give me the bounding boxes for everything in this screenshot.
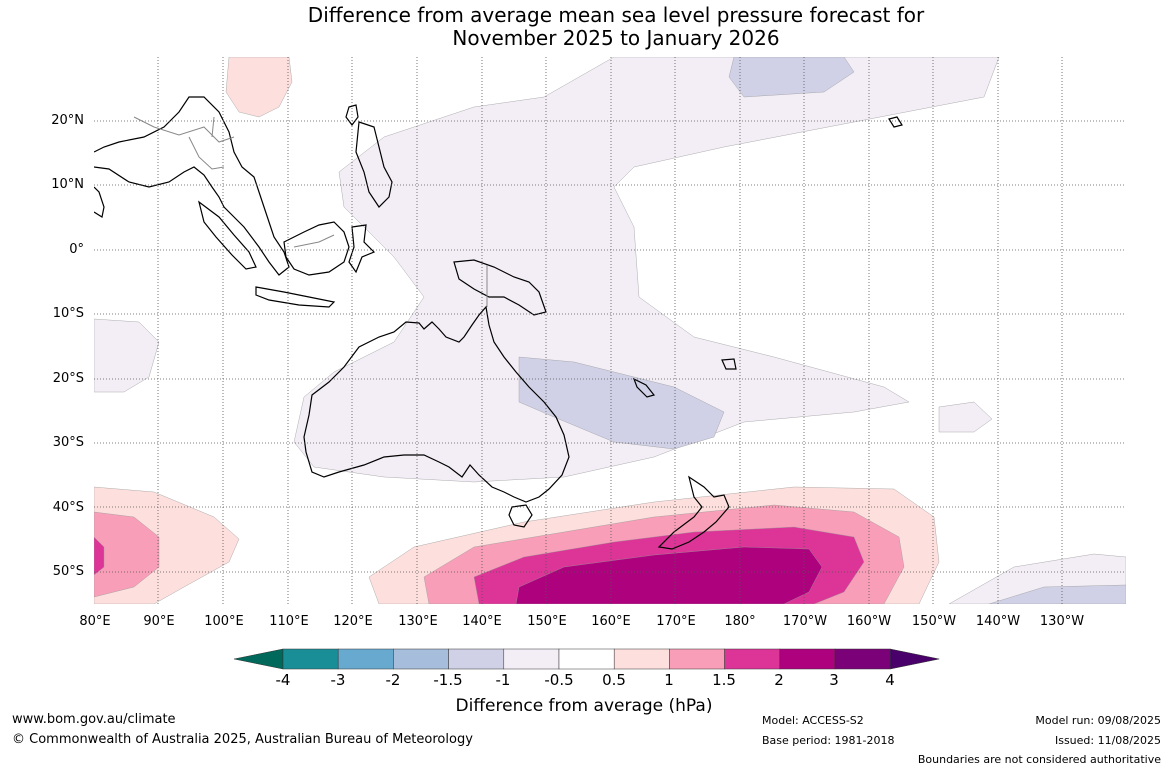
anomaly-shading: [94, 57, 1126, 604]
hawaii-landmass: [888, 116, 903, 128]
graticule-grid: [94, 57, 1126, 604]
colorbar-tick: -0.5: [544, 671, 574, 689]
java-landmass: [255, 286, 336, 308]
lon-label-90e: 90°E: [143, 614, 175, 629]
lat-label-equator: 0°: [69, 242, 84, 257]
footer-url: www.bom.gov.au/climate: [12, 712, 176, 727]
anomaly-region-weak-negative-e: [938, 401, 993, 433]
fiji-landmass: [721, 358, 737, 370]
philippines-landmass: [355, 121, 393, 208]
southeast-asia-coastline: [94, 96, 290, 276]
colorbar-tick: -1: [495, 671, 511, 689]
anomaly-region-very-strong-positive: [515, 546, 823, 604]
colorbar-arrow-low: [234, 648, 284, 670]
lat-label-50s: 50°S: [52, 564, 84, 579]
borneo-border: [293, 234, 335, 248]
lat-label-20n: 20°N: [51, 113, 84, 128]
anomaly-region-weak-negative-w: [94, 318, 160, 393]
lon-label-130e: 130°E: [398, 614, 438, 629]
lon-label-160e: 160°E: [591, 614, 631, 629]
lon-label-100e: 100°E: [204, 614, 244, 629]
lon-label-150e: 150°E: [527, 614, 567, 629]
colorbar-segment: [724, 648, 781, 670]
lat-label-10n: 10°N: [51, 177, 84, 192]
anomaly-region-weak-negative: [293, 57, 1000, 483]
borneo-landmass: [283, 221, 350, 276]
lon-label-170e: 170°E: [656, 614, 696, 629]
colorbar-tick: 3: [829, 671, 839, 689]
colorbar-tick: 4: [885, 671, 895, 689]
colorbar-segment: [834, 648, 891, 670]
colorbar-tick: 0.5: [602, 671, 626, 689]
colorbar-segment: [448, 648, 505, 670]
chart-title: Difference from average mean sea level p…: [0, 4, 1173, 50]
anomaly-region-moderate-negative-se: [988, 584, 1126, 604]
lon-label-160w: 160°W: [846, 614, 892, 629]
new-caledonia-landmass: [632, 377, 656, 398]
colorbar-segment: [613, 648, 670, 670]
lat-label-10s: 10°S: [52, 306, 84, 321]
anomaly-region-strong-positive-w: [94, 536, 105, 576]
anomaly-region-weak-positive-n: [225, 57, 293, 118]
colorbar-segment: [282, 648, 339, 670]
lon-label-80e: 80°E: [79, 614, 111, 629]
colorbar-tick: -4: [275, 671, 291, 689]
lat-label-30s: 30°S: [52, 435, 84, 450]
colorbar-tick: -2: [385, 671, 401, 689]
colorbar-tick: -1.5: [433, 671, 463, 689]
anomaly-region-moderate-positive-w: [94, 511, 160, 598]
footer-model-run: Model run: 09/08/2025: [1035, 714, 1161, 727]
colorbar-tick: 1.5: [712, 671, 736, 689]
colorbar-segment: [558, 648, 615, 670]
colorbar-tick: -3: [330, 671, 346, 689]
lon-label-180: 180°: [724, 614, 756, 629]
colorbar-arrow-high: [889, 648, 940, 670]
colorbar-segment: [669, 648, 725, 670]
india-coastline: [94, 186, 105, 218]
lon-label-150w: 150°W: [911, 614, 957, 629]
lon-label-140w: 140°W: [975, 614, 1021, 629]
map-canvas: [94, 57, 1126, 604]
sumatra-landmass: [198, 200, 257, 270]
land-outlines: [94, 96, 903, 550]
colorbar-segment: [503, 648, 560, 670]
new-zealand-landmass: [657, 475, 730, 550]
colorbar-tick: 1: [664, 671, 674, 689]
title-line-1: Difference from average mean sea level p…: [307, 3, 925, 27]
footer-issued: Issued: 11/08/2025: [1054, 734, 1161, 747]
title-line-2: November 2025 to January 2026: [452, 26, 780, 50]
footer-base-period: Base period: 1981-2018: [762, 734, 895, 747]
colorbar-label: Difference from average (hPa): [455, 696, 713, 716]
country-boundaries: [133, 116, 488, 307]
pressure-anomaly-map: [94, 57, 1126, 604]
lon-label-140e: 140°E: [462, 614, 502, 629]
australia-landmass: [303, 305, 570, 503]
lon-label-120e: 120°E: [333, 614, 373, 629]
anomaly-region-moderate-negative-n: [728, 57, 855, 98]
lon-label-170w: 170°W: [782, 614, 828, 629]
indochina-borders: [133, 116, 235, 170]
lat-label-20s: 20°S: [52, 371, 84, 386]
footer-model: Model: ACCESS-S2: [762, 714, 864, 727]
lon-label-110e: 110°E: [269, 614, 309, 629]
colorbar-segment: [337, 648, 394, 670]
colorbar: [234, 648, 940, 670]
lon-label-130w: 130°W: [1039, 614, 1085, 629]
papua-new-guinea-landmass: [453, 259, 547, 316]
colorbar-tick: 2: [774, 671, 784, 689]
footer-copyright: © Commonwealth of Australia 2025, Austra…: [12, 732, 473, 747]
colorbar-segment: [393, 648, 449, 670]
tasmania-landmass: [508, 504, 533, 528]
footer-disclaimer: Boundaries are not considered authoritat…: [917, 753, 1161, 766]
colorbar-segment: [779, 648, 836, 670]
lat-label-40s: 40°S: [52, 500, 84, 515]
